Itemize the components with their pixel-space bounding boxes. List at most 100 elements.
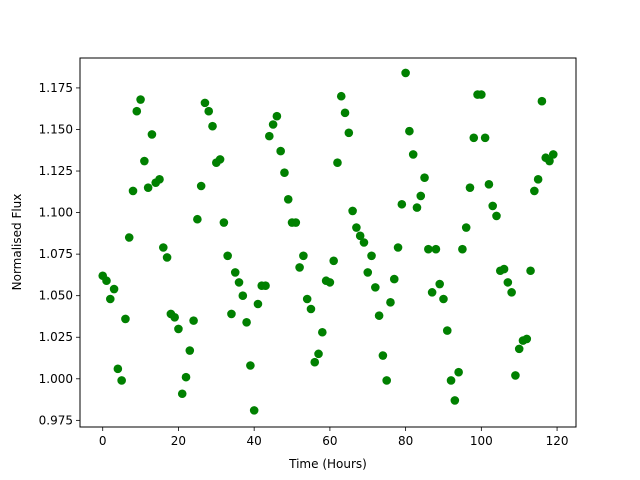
data-point — [363, 268, 373, 277]
data-point — [427, 288, 437, 297]
data-point — [526, 266, 535, 276]
y-tick-label: 1.025 — [39, 330, 73, 344]
data-point — [359, 238, 369, 247]
x-tick-label: 100 — [470, 434, 493, 448]
data-point — [401, 68, 410, 78]
y-axis-label: Normalised Flux — [10, 194, 24, 291]
y-tick-label: 1.000 — [39, 372, 73, 386]
data-point — [420, 173, 429, 182]
data-point — [117, 376, 126, 385]
data-point — [484, 180, 494, 189]
data-point — [113, 364, 123, 374]
data-point — [382, 376, 391, 385]
data-point — [105, 294, 115, 304]
y-tick-label: 1.100 — [39, 206, 73, 220]
data-point — [458, 244, 467, 254]
data-point — [162, 253, 172, 262]
data-point — [412, 203, 422, 212]
data-point — [340, 108, 350, 118]
data-point — [386, 298, 395, 307]
data-point — [147, 130, 157, 139]
data-point — [136, 95, 145, 104]
data-point — [545, 156, 554, 166]
data-point — [310, 357, 320, 367]
data-point — [143, 183, 153, 192]
x-tick-label: 0 — [99, 434, 107, 448]
data-point — [238, 291, 248, 300]
data-point — [283, 194, 293, 204]
x-axis-ticks: 0 20 40 60 80 100 120 — [99, 427, 569, 448]
data-point — [435, 279, 444, 289]
data-point — [276, 146, 285, 156]
data-point — [208, 121, 217, 131]
y-axis-ticks: 0.975 1.000 1.025 1.050 1.075 1.100 1.125 1.150… — [39, 81, 80, 427]
data-point — [253, 299, 263, 309]
data-point — [174, 324, 183, 334]
data-point — [416, 191, 426, 201]
data-point — [306, 304, 316, 314]
data-point — [291, 218, 301, 227]
data-point — [522, 334, 532, 344]
data-point — [314, 349, 323, 359]
data-point — [511, 371, 520, 380]
data-point — [355, 231, 365, 241]
x-tick-label: 20 — [171, 434, 186, 448]
data-point — [295, 263, 304, 272]
data-point — [488, 201, 498, 211]
data-point — [389, 274, 399, 284]
data-point — [329, 256, 338, 266]
data-point — [530, 186, 539, 196]
data-point — [450, 396, 460, 405]
data-point — [537, 96, 547, 106]
data-point — [132, 106, 142, 116]
y-tick-label: 0.975 — [39, 413, 73, 427]
data-point — [446, 376, 456, 385]
data-point — [219, 218, 229, 227]
data-point — [374, 311, 384, 320]
data-point — [227, 309, 236, 319]
data-point — [548, 150, 558, 159]
data-point — [170, 313, 179, 322]
data-point — [325, 278, 335, 287]
data-point — [185, 346, 195, 355]
data-point — [393, 243, 403, 252]
data-point — [215, 155, 225, 164]
data-point — [469, 133, 479, 143]
data-point — [439, 294, 448, 304]
data-point — [431, 244, 441, 254]
plot-frame — [79, 57, 577, 428]
data-point — [397, 199, 407, 209]
data-point — [204, 106, 214, 116]
data-point — [442, 326, 452, 335]
data-point — [503, 278, 513, 287]
x-tick-label: 80 — [398, 434, 413, 448]
data-point — [367, 251, 376, 261]
x-tick-label: 120 — [546, 434, 569, 448]
data-point — [299, 251, 308, 261]
x-tick-label: 60 — [322, 434, 337, 448]
x-axis-label: Time (Hours) — [288, 457, 367, 471]
data-point — [302, 294, 312, 304]
data-point — [242, 317, 251, 327]
data-point — [121, 314, 130, 324]
data-point — [480, 133, 490, 143]
data-point — [477, 90, 486, 99]
data-point — [333, 158, 342, 168]
data-point — [200, 98, 210, 108]
data-point — [155, 175, 164, 184]
y-tick-label: 1.075 — [39, 247, 73, 261]
data-point — [378, 351, 388, 360]
data-point — [424, 244, 433, 254]
data-point — [246, 361, 255, 370]
data-point — [465, 183, 475, 192]
data-point — [261, 281, 270, 291]
data-point — [268, 120, 278, 129]
data-point — [196, 181, 206, 191]
data-point — [408, 150, 418, 159]
data-point — [280, 168, 289, 177]
data-point — [492, 211, 501, 221]
data-point — [454, 367, 463, 377]
data-point — [352, 223, 361, 232]
data-point — [371, 283, 380, 292]
data-point — [159, 243, 168, 252]
